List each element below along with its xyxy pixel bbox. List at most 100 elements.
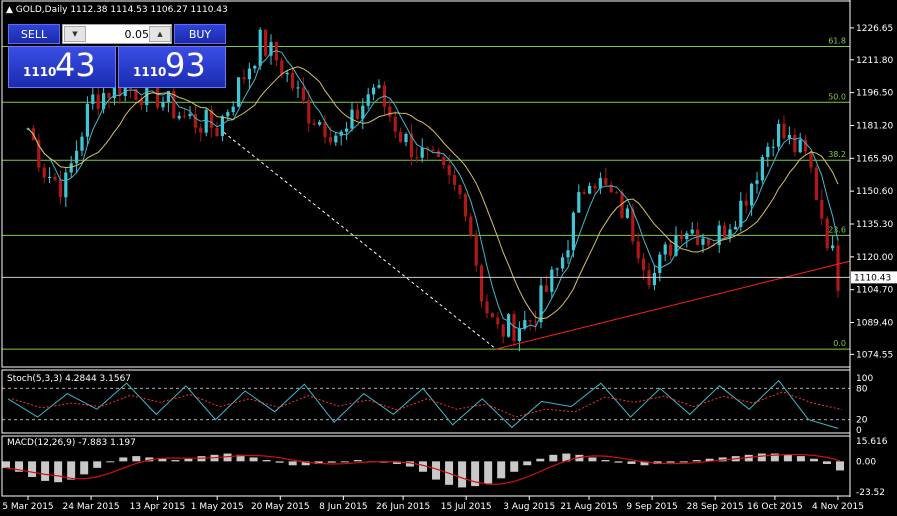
candle-body bbox=[204, 109, 208, 133]
buy-button[interactable]: BUY bbox=[174, 24, 226, 44]
macd-histogram-bar bbox=[822, 461, 831, 464]
candle-body bbox=[490, 313, 494, 318]
candle-body bbox=[318, 122, 322, 125]
candle-body bbox=[793, 134, 797, 153]
candle-body bbox=[625, 208, 629, 218]
macd-histogram-bar bbox=[392, 461, 401, 464]
date-tick-label: 5 Mar 2015 bbox=[2, 502, 53, 512]
candle-body bbox=[404, 134, 408, 143]
candle-body bbox=[210, 109, 214, 128]
candle-body bbox=[166, 90, 170, 103]
lot-increase-icon[interactable]: ▲ bbox=[149, 26, 171, 42]
candle-body bbox=[604, 178, 608, 185]
candle-body bbox=[237, 77, 241, 107]
candle-body bbox=[307, 100, 311, 124]
macd-histogram-bar bbox=[171, 460, 180, 462]
candle-body bbox=[447, 165, 451, 176]
macd-histogram-bar bbox=[497, 461, 506, 479]
candle-body bbox=[755, 180, 759, 184]
candle-body bbox=[825, 218, 829, 249]
chart-header: ▲ GOLD,Daily 1112.38 1114.53 1106.27 111… bbox=[6, 5, 228, 15]
candle-body bbox=[733, 226, 737, 230]
date-tick-label: 16 Oct 2015 bbox=[747, 502, 803, 512]
lot-size-input[interactable] bbox=[87, 26, 151, 42]
date-tick-label: 8 Jun 2015 bbox=[319, 502, 367, 512]
fib-level-label: 0.0 bbox=[833, 339, 846, 348]
candle-body bbox=[528, 320, 532, 322]
candle-body bbox=[431, 149, 435, 152]
macd-histogram-bar bbox=[119, 457, 128, 462]
candle-body bbox=[588, 185, 592, 194]
one-click-trading-panel: SELL ▼ ▲ BUY 1110 43 1110 93 bbox=[6, 24, 228, 90]
macd-histogram-bar bbox=[471, 461, 480, 487]
candle-body bbox=[777, 123, 781, 147]
candle-body bbox=[820, 199, 824, 219]
candle-body bbox=[804, 139, 808, 152]
candle-body bbox=[183, 115, 187, 117]
macd-histogram-bar bbox=[223, 453, 232, 462]
candle-body bbox=[409, 134, 413, 158]
candle-body bbox=[145, 79, 149, 106]
candle-body bbox=[328, 137, 332, 143]
candle-body bbox=[172, 90, 176, 119]
date-tick-label: 4 Nov 2015 bbox=[812, 502, 864, 512]
bid-quote-button[interactable]: 1110 43 bbox=[8, 46, 116, 88]
candle-body bbox=[814, 167, 818, 200]
candle-body bbox=[188, 114, 192, 116]
macd-histogram-bar bbox=[744, 454, 753, 462]
macd-histogram-bar bbox=[80, 461, 89, 475]
macd-histogram-bar bbox=[67, 461, 76, 480]
candle-body bbox=[577, 192, 581, 213]
candle-body bbox=[480, 265, 484, 302]
date-tick-label: 21 Aug 2015 bbox=[560, 502, 618, 512]
candle-body bbox=[566, 250, 570, 258]
macd-histogram-bar bbox=[836, 461, 844, 471]
candle-body bbox=[458, 184, 462, 195]
date-tick-label: 26 Jun 2015 bbox=[376, 502, 430, 512]
macd-histogram-bar bbox=[405, 461, 414, 467]
date-tick-label: 20 May 2015 bbox=[251, 502, 310, 512]
macd-histogram-bar bbox=[679, 461, 688, 463]
candle-body bbox=[539, 285, 543, 323]
macd-title: MACD(12,26,9) -7.883 1.197 bbox=[7, 438, 136, 448]
candle-body bbox=[139, 99, 143, 106]
candle-body bbox=[393, 116, 397, 132]
candle-body bbox=[247, 68, 251, 80]
candle-body bbox=[96, 94, 100, 109]
candle-body bbox=[766, 146, 770, 158]
candle-body bbox=[642, 258, 646, 271]
candle-body bbox=[512, 314, 516, 341]
fib-level-label: 23.6 bbox=[828, 225, 846, 234]
macd-histogram-bar bbox=[757, 453, 766, 462]
candle-body bbox=[102, 93, 106, 109]
candle-body bbox=[658, 254, 662, 274]
candle-body bbox=[787, 134, 791, 139]
candle-body bbox=[474, 235, 478, 266]
macd-histogram-bar bbox=[288, 461, 297, 466]
candle-body bbox=[253, 65, 257, 69]
candle-body bbox=[355, 109, 359, 119]
candle-body bbox=[744, 200, 748, 206]
macd-histogram-bar bbox=[158, 458, 167, 462]
macd-histogram-bar bbox=[536, 458, 545, 462]
candle-body bbox=[258, 29, 262, 66]
lot-decrease-icon[interactable]: ▼ bbox=[64, 26, 86, 42]
candle-body bbox=[361, 105, 365, 119]
macd-histogram-bar bbox=[106, 461, 115, 463]
header-arrow-icon: ▲ bbox=[6, 5, 13, 15]
candle-body bbox=[690, 229, 694, 234]
candle-body bbox=[80, 136, 84, 151]
ask-quote-button[interactable]: 1110 93 bbox=[118, 46, 226, 88]
sell-button[interactable]: SELL bbox=[8, 24, 60, 44]
macd-histogram-bar bbox=[353, 460, 362, 462]
candle-body bbox=[112, 81, 116, 98]
macd-histogram-bar bbox=[314, 461, 323, 464]
stoch-tick-label: 100 bbox=[856, 374, 873, 384]
ask-price-digits: 93 bbox=[165, 46, 206, 84]
macd-histogram-bar bbox=[419, 461, 427, 472]
price-tick-label: 1196.50 bbox=[856, 89, 893, 99]
candle-body bbox=[85, 103, 89, 137]
macd-histogram-bar bbox=[575, 454, 584, 462]
ma-slow-line bbox=[27, 66, 839, 320]
